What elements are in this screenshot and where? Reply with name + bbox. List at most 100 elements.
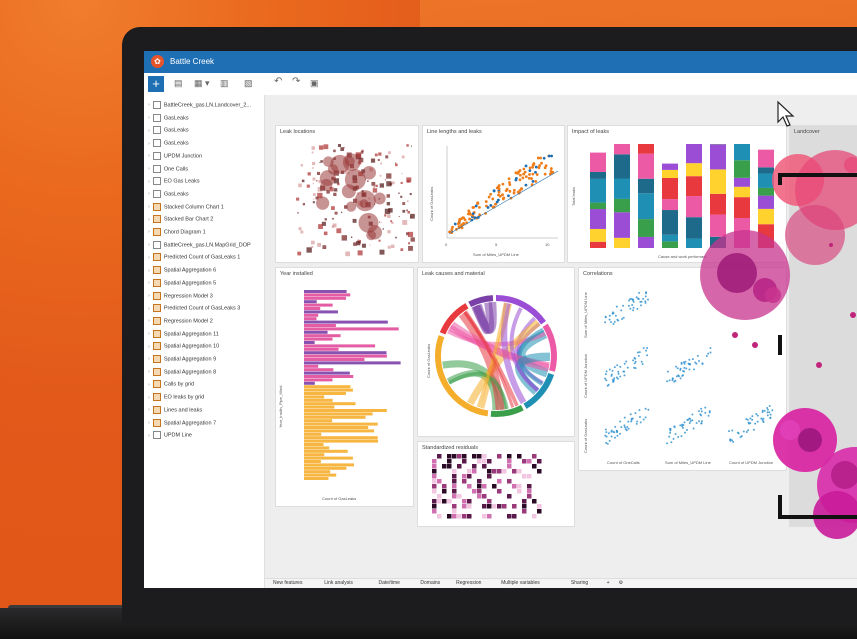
leak-point bbox=[402, 202, 406, 205]
leak-point bbox=[321, 221, 326, 226]
data-item[interactable]: › Spatial Aggregation 9 bbox=[148, 355, 216, 367]
expand-icon[interactable]: › bbox=[148, 292, 150, 299]
data-item[interactable]: › Regression Model 2 bbox=[148, 316, 213, 329]
data-item-label: One Calls bbox=[163, 165, 188, 172]
tab-domains[interactable]: Domains bbox=[420, 580, 441, 586]
matrix-point bbox=[639, 304, 642, 307]
add-button[interactable]: + bbox=[148, 76, 164, 92]
data-item[interactable]: › GasLeaks bbox=[148, 113, 189, 126]
data-item[interactable]: › Spatial Aggregation 11 bbox=[148, 329, 219, 342]
tab-regression[interactable]: Regression bbox=[456, 580, 482, 586]
redo-icon[interactable]: ↷ bbox=[292, 76, 301, 87]
expand-icon[interactable]: › bbox=[148, 216, 150, 223]
card-correlations[interactable]: Correlations Count of OneCalls Sum of Mi… bbox=[578, 267, 787, 471]
data-item[interactable]: › Lines and leaks bbox=[148, 405, 202, 418]
expand-icon[interactable]: › bbox=[148, 127, 150, 134]
workspace: Leak locations Line lengths and leaks 0 … bbox=[265, 95, 857, 578]
copy-icon[interactable]: ▧ bbox=[244, 78, 253, 88]
map-bubbles-overlay bbox=[700, 150, 857, 539]
matrix-point bbox=[619, 365, 622, 368]
histogram-bar bbox=[304, 364, 319, 368]
expand-icon[interactable]: › bbox=[148, 254, 150, 261]
expand-icon[interactable]: › bbox=[148, 102, 150, 109]
data-item[interactable]: › Calls by grid bbox=[148, 380, 194, 392]
tab-sharing[interactable]: Sharing bbox=[570, 580, 589, 586]
leak-point bbox=[333, 149, 336, 153]
expand-icon[interactable]: › bbox=[148, 305, 150, 312]
data-item[interactable]: › EO leaks by grid bbox=[148, 393, 204, 405]
residual-cell bbox=[507, 479, 512, 484]
undo-icon[interactable]: ↶ bbox=[274, 76, 283, 87]
expand-icon[interactable]: › bbox=[148, 165, 150, 172]
data-item[interactable]: › Spatial Aggregation 7 bbox=[148, 418, 216, 431]
data-item[interactable]: › Stacked Bar Chart 2 bbox=[148, 215, 213, 227]
data-item[interactable]: › BattleCreek_gas.LN.Landcover_2... bbox=[148, 101, 251, 113]
expand-icon[interactable]: › bbox=[148, 369, 150, 376]
expand-icon[interactable]: › bbox=[148, 343, 150, 350]
matrix-point bbox=[647, 408, 650, 411]
tab-link-analysis[interactable]: Link analysis bbox=[324, 580, 353, 586]
expand-icon[interactable]: › bbox=[148, 178, 150, 185]
expand-icon[interactable]: › bbox=[148, 432, 150, 439]
expand-icon[interactable]: › bbox=[148, 419, 150, 426]
expand-icon[interactable]: › bbox=[148, 318, 150, 325]
matrix-point bbox=[624, 428, 627, 431]
layout-icon[interactable]: ▣ bbox=[310, 78, 319, 88]
data-item[interactable]: › UPDM Line bbox=[148, 431, 192, 443]
tab-date-time[interactable]: Date/time bbox=[378, 580, 400, 586]
scatter-point bbox=[466, 212, 470, 216]
data-item[interactable]: › UPDM Junction bbox=[148, 151, 202, 164]
card-leak-locations[interactable]: Leak locations bbox=[275, 125, 419, 263]
data-item[interactable]: › EO Gas Leaks bbox=[148, 177, 200, 189]
expand-icon[interactable]: › bbox=[148, 267, 150, 274]
tab-multiple-variables[interactable]: Multiple variables bbox=[501, 580, 540, 586]
data-item[interactable]: › GasLeaks bbox=[148, 189, 189, 202]
residual-cell bbox=[482, 504, 487, 509]
card-leak-causes[interactable]: Leak causes and material Count of GasLea… bbox=[417, 267, 575, 437]
expand-icon[interactable]: › bbox=[148, 381, 150, 388]
table-icon[interactable]: ▦ ▾ bbox=[194, 78, 210, 88]
settings-icon[interactable]: ⚙ bbox=[618, 580, 624, 586]
data-item[interactable]: › Spatial Aggregation 10 bbox=[148, 342, 219, 354]
data-item[interactable]: › Stacked Column Chart 1 bbox=[148, 202, 224, 215]
expand-icon[interactable]: › bbox=[148, 331, 150, 338]
data-item[interactable]: › Spatial Aggregation 5 bbox=[148, 278, 216, 291]
data-item[interactable]: › Predicted Count of GasLeaks 1 bbox=[148, 253, 240, 265]
data-item[interactable]: › GasLeaks bbox=[148, 139, 189, 151]
data-item[interactable]: › Chord Diagram 1 bbox=[148, 228, 206, 240]
residual-cell bbox=[477, 484, 482, 489]
expand-icon[interactable]: › bbox=[148, 356, 150, 363]
data-item[interactable]: › BattleCreek_gas.LN.MapGrid_DOP bbox=[148, 240, 251, 253]
expand-icon[interactable]: › bbox=[148, 191, 150, 198]
residual-cell bbox=[452, 454, 457, 459]
map-bubble bbox=[850, 312, 856, 318]
data-item-label: Stacked Bar Chart 2 bbox=[163, 216, 214, 223]
data-item[interactable]: › Spatial Aggregation 6 bbox=[148, 266, 216, 278]
expand-icon[interactable]: › bbox=[148, 204, 150, 211]
matrix-point bbox=[627, 304, 630, 307]
leak-point bbox=[361, 243, 366, 248]
edit-icon[interactable]: ▤ bbox=[174, 78, 183, 88]
tab-new-features[interactable]: New features bbox=[273, 580, 303, 586]
expand-icon[interactable]: › bbox=[148, 229, 150, 236]
leak-point bbox=[312, 167, 314, 169]
scatter-point bbox=[544, 164, 548, 168]
add-tab-icon[interactable]: + bbox=[606, 580, 610, 586]
expand-icon[interactable]: › bbox=[148, 407, 150, 414]
expand-icon[interactable]: › bbox=[148, 115, 150, 122]
card-residuals[interactable]: Standardized residuals bbox=[417, 441, 575, 527]
expand-icon[interactable]: › bbox=[148, 394, 150, 401]
card-year-installed[interactable]: Year installed Count of GasLeaks Year_In… bbox=[275, 267, 414, 507]
data-item[interactable]: › Predicted Count of GasLeaks 3 bbox=[148, 304, 240, 316]
data-item[interactable]: › GasLeaks bbox=[148, 126, 189, 138]
card-line-lengths[interactable]: Line lengths and leaks 0 5 10 Sum of Mil… bbox=[422, 125, 565, 263]
histogram-bar bbox=[304, 385, 351, 389]
expand-icon[interactable]: › bbox=[148, 153, 150, 160]
data-item[interactable]: › Regression Model 3 bbox=[148, 291, 213, 304]
data-item[interactable]: › One Calls bbox=[148, 164, 188, 177]
grid-icon[interactable]: ▥ bbox=[220, 78, 229, 88]
expand-icon[interactable]: › bbox=[148, 280, 150, 287]
expand-icon[interactable]: › bbox=[148, 140, 150, 147]
expand-icon[interactable]: › bbox=[148, 242, 150, 249]
data-item[interactable]: › Spatial Aggregation 8 bbox=[148, 367, 216, 380]
